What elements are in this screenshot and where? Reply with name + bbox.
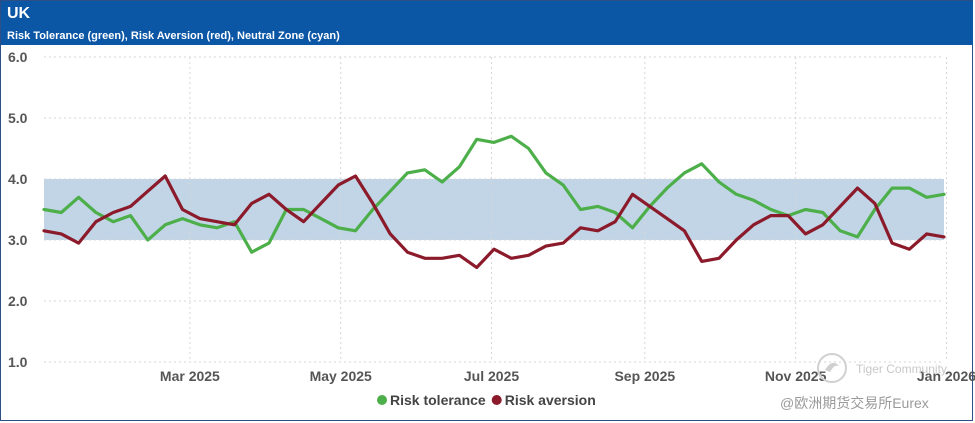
legend-label-tolerance: Risk tolerance: [390, 392, 486, 408]
watermark-community: Tiger Community: [856, 362, 947, 376]
x-tick-label: Nov 2025: [765, 368, 827, 384]
legend-label-aversion: Risk aversion: [505, 392, 596, 408]
y-tick-label: 2.0: [8, 293, 28, 309]
neutral-zone-band: [44, 179, 944, 240]
watermark-source: @欧洲期货交易所Eurex: [780, 395, 929, 411]
y-tick-label: 3.0: [8, 232, 28, 248]
chart-title: UK: [7, 5, 31, 22]
legend-marker-aversion: [491, 395, 502, 405]
risk-tolerance-line: [42, 134, 946, 254]
chart-header: UK Risk Tolerance (green), Risk Aversion…: [1, 1, 973, 45]
legend-marker-tolerance: [377, 395, 387, 405]
y-tick-label: 4.0: [8, 171, 28, 187]
y-tick-label: 6.0: [8, 49, 28, 65]
x-tick-label: Sep 2025: [614, 368, 675, 384]
risk-aversion-line: [42, 174, 946, 270]
x-tick-label: Jan 2026: [917, 368, 975, 384]
x-tick-label: May 2025: [310, 368, 372, 384]
x-tick-label: Jul 2025: [464, 368, 519, 384]
x-tick-label: Mar 2025: [160, 368, 220, 384]
y-tick-label: 1.0: [8, 354, 28, 370]
tiger-logo-icon: [817, 353, 847, 383]
chart-subtitle: Risk Tolerance (green), Risk Aversion (r…: [7, 30, 340, 42]
y-tick-label: 5.0: [8, 110, 28, 126]
